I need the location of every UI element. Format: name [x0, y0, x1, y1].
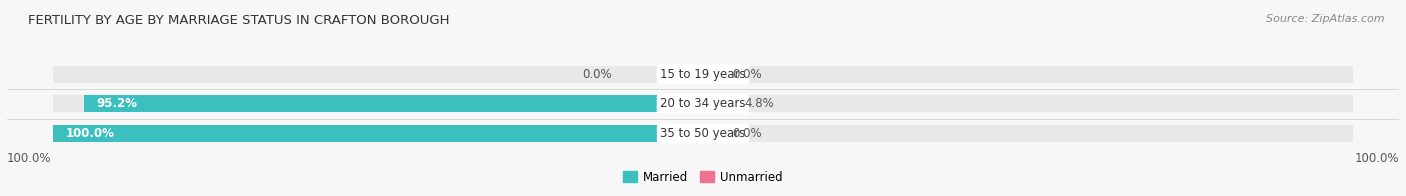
- Text: 0.0%: 0.0%: [733, 68, 762, 81]
- Text: Source: ZipAtlas.com: Source: ZipAtlas.com: [1267, 14, 1385, 24]
- Text: 95.2%: 95.2%: [97, 97, 138, 110]
- Bar: [703, 66, 1354, 83]
- Text: 100.0%: 100.0%: [7, 152, 52, 165]
- Bar: [52, 125, 703, 142]
- Bar: [52, 95, 703, 113]
- Bar: [703, 125, 1354, 142]
- Legend: Married, Unmarried: Married, Unmarried: [623, 171, 783, 183]
- Text: 100.0%: 100.0%: [66, 127, 114, 140]
- Text: 4.8%: 4.8%: [744, 97, 773, 110]
- Text: 0.0%: 0.0%: [582, 68, 612, 81]
- Text: 100.0%: 100.0%: [1354, 152, 1399, 165]
- Bar: [52, 125, 703, 142]
- Bar: [84, 95, 703, 113]
- Text: FERTILITY BY AGE BY MARRIAGE STATUS IN CRAFTON BOROUGH: FERTILITY BY AGE BY MARRIAGE STATUS IN C…: [28, 14, 450, 27]
- Bar: [703, 95, 734, 113]
- Bar: [703, 125, 723, 142]
- Bar: [703, 95, 1354, 113]
- Text: 20 to 34 years: 20 to 34 years: [661, 97, 745, 110]
- Text: 0.0%: 0.0%: [733, 127, 762, 140]
- Text: 15 to 19 years: 15 to 19 years: [661, 68, 745, 81]
- Text: 35 to 50 years: 35 to 50 years: [661, 127, 745, 140]
- Bar: [52, 66, 703, 83]
- Bar: [703, 66, 723, 83]
